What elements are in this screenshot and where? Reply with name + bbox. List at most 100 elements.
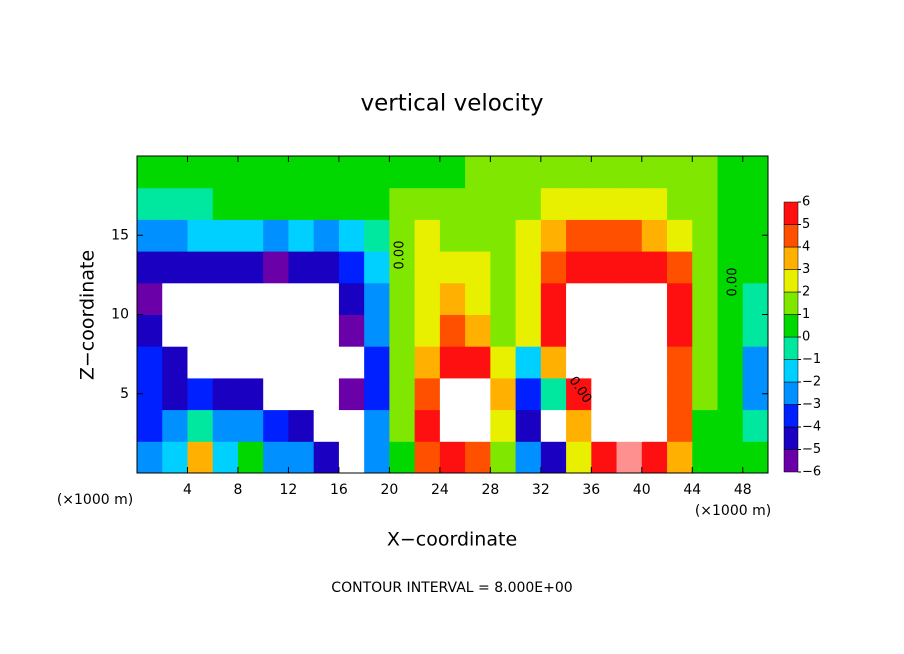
field-cell [212, 282, 239, 315]
field-cell [187, 409, 214, 442]
field-cell [212, 187, 239, 220]
field-cell [414, 441, 441, 474]
field-cell [389, 314, 416, 347]
field-cell [566, 156, 592, 189]
field-cell [616, 251, 643, 284]
field-cell [692, 314, 719, 347]
colorbar-band [783, 426, 799, 450]
field-cell [641, 156, 668, 189]
field-cell [137, 314, 163, 347]
field-cell [162, 377, 188, 411]
field-cell [313, 377, 340, 411]
x-unit: (×1000 m) [695, 503, 771, 519]
field-cell [515, 314, 542, 347]
field-cell [414, 156, 441, 189]
colorbar-label: −3 [802, 397, 821, 412]
colorbar-band [783, 201, 799, 225]
field-cell [237, 314, 264, 347]
field-cell [414, 409, 441, 442]
field-cell [212, 156, 239, 189]
field-cell [717, 377, 744, 411]
colorbar-band [783, 336, 799, 360]
field-cell [490, 156, 517, 189]
y-tick-label: 15 [111, 227, 129, 243]
field-cell [465, 346, 491, 379]
field-cell [616, 282, 643, 315]
contour-label: 0.00 [726, 268, 741, 297]
field-cell [237, 219, 264, 252]
field-cell [364, 441, 390, 474]
x-tick-label: 44 [683, 482, 701, 498]
field-cell [616, 441, 643, 474]
field-cell [540, 156, 567, 189]
field-cell [187, 187, 214, 220]
field-cell [263, 187, 289, 220]
field-cell [237, 409, 264, 442]
field-cell [364, 187, 390, 220]
field-cell [591, 187, 618, 220]
field-cell [338, 219, 365, 252]
x-tick-label: 24 [431, 482, 449, 498]
colorbar-label: 0 [802, 330, 810, 345]
field-cell [465, 377, 491, 411]
field-cell [515, 282, 542, 315]
field-cell [692, 282, 719, 315]
field-cell [465, 409, 491, 442]
field-cell [338, 377, 365, 411]
field-cell [616, 187, 643, 220]
x-tick-label: 16 [330, 482, 348, 498]
field-cell [414, 346, 441, 379]
field-cell [439, 314, 466, 347]
x-tick-label: 36 [582, 482, 600, 498]
field-cell [591, 219, 618, 252]
field-cell [162, 187, 188, 220]
field-cell [566, 377, 592, 411]
field-cell [465, 251, 491, 284]
y-axis-label: Z−coordinate [77, 250, 99, 380]
field-cell [717, 282, 744, 315]
field-cell [212, 377, 239, 411]
field-cell [439, 282, 466, 315]
field-cell [591, 346, 618, 379]
field-cell [692, 377, 719, 411]
field-cell [414, 219, 441, 252]
field-cell [389, 282, 416, 315]
field-cell [137, 409, 163, 442]
field-cell [162, 409, 188, 442]
field-cell [364, 314, 390, 347]
field-cell [717, 346, 744, 379]
field-cell [389, 156, 416, 189]
field-cell [313, 441, 340, 474]
x-tick-label: 48 [734, 482, 752, 498]
field-cell [364, 219, 390, 252]
field-cell [162, 282, 188, 315]
field-cell [237, 282, 264, 315]
field-cell [187, 282, 214, 315]
field-cell [566, 346, 592, 379]
field-cell [566, 251, 592, 284]
field-cell [515, 251, 542, 284]
field-cell [338, 282, 365, 315]
colorbar-label: −4 [802, 420, 821, 435]
field-cell [616, 377, 643, 411]
field-cell [288, 377, 315, 411]
colorbar-label: −5 [802, 442, 821, 457]
field-cell [641, 409, 668, 442]
field-cell [338, 187, 365, 220]
field-cell [414, 282, 441, 315]
colorbar-label: 5 [802, 217, 810, 232]
field-cell [288, 187, 315, 220]
field-cell [717, 314, 744, 347]
field-cell [667, 441, 693, 474]
field-cell [338, 441, 365, 474]
field-cell [364, 282, 390, 315]
field-cell [263, 314, 289, 347]
field-cell [692, 251, 719, 284]
x-tick-label: 28 [481, 482, 499, 498]
contour-label: 0.00 [393, 241, 408, 270]
field-cell [717, 441, 744, 474]
field-cell [364, 251, 390, 284]
field-cell [515, 156, 542, 189]
colorbar-band [783, 291, 799, 315]
field-cell [591, 409, 618, 442]
